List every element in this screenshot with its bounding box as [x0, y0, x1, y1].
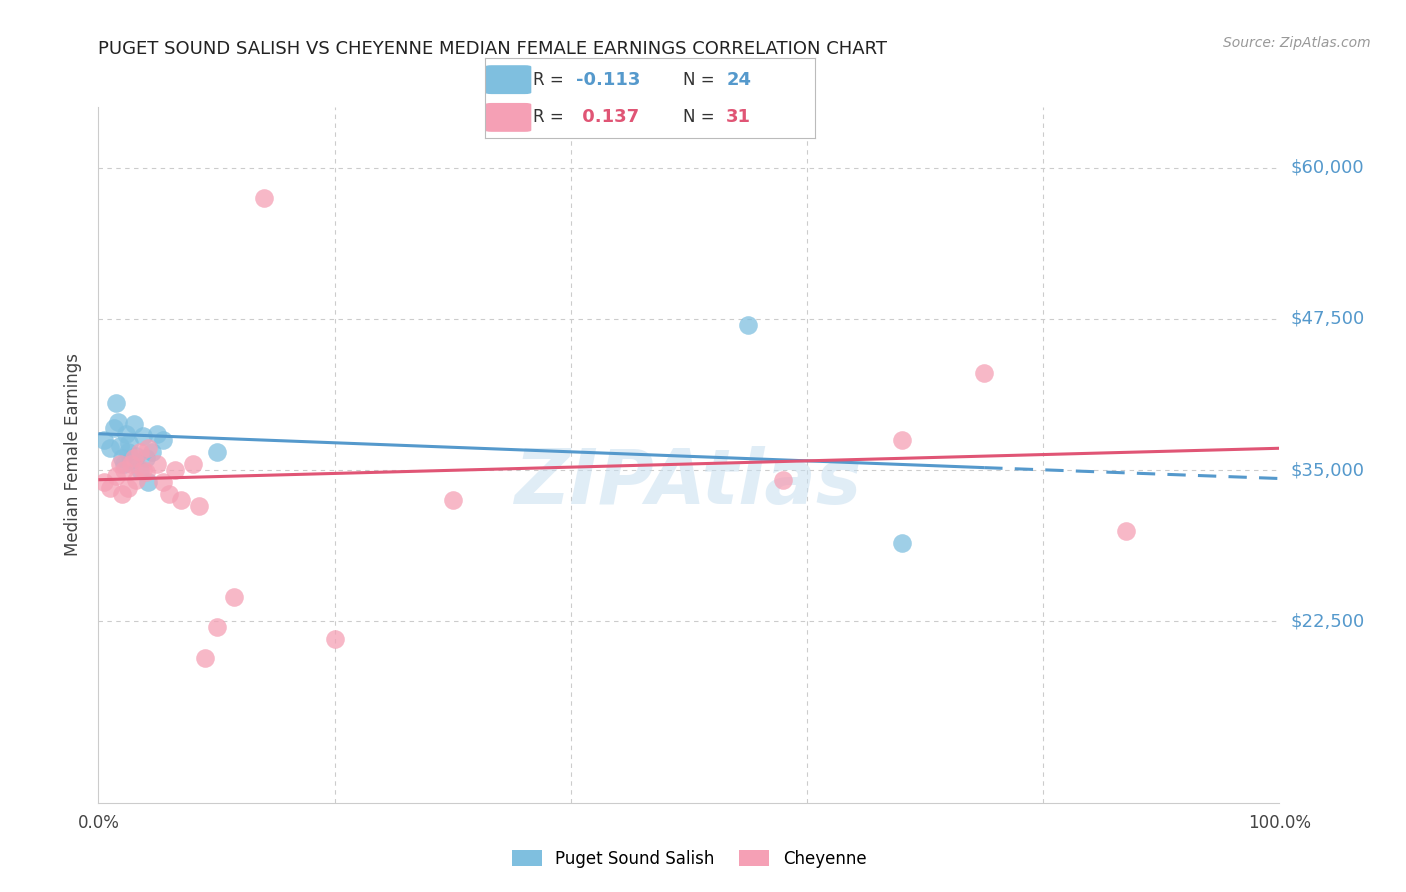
- Text: $22,500: $22,500: [1291, 612, 1365, 631]
- Text: Source: ZipAtlas.com: Source: ZipAtlas.com: [1223, 36, 1371, 50]
- Text: 24: 24: [727, 70, 751, 88]
- Point: [103, 420, 125, 434]
- Point: [128, 463, 150, 477]
- Point: [128, 445, 150, 459]
- Point: [194, 650, 217, 665]
- Text: 0.137: 0.137: [576, 109, 640, 127]
- Point: [121, 453, 143, 467]
- Point: [737, 318, 759, 332]
- Point: [152, 433, 174, 447]
- Point: [205, 620, 228, 634]
- Point: [93, 433, 115, 447]
- Point: [890, 433, 912, 447]
- Point: [125, 473, 148, 487]
- Text: -0.113: -0.113: [576, 70, 640, 88]
- Point: [117, 481, 139, 495]
- Text: R =: R =: [533, 70, 569, 88]
- Point: [772, 473, 794, 487]
- Point: [112, 463, 135, 477]
- Text: $35,000: $35,000: [1291, 461, 1365, 479]
- Point: [253, 191, 276, 205]
- Point: [146, 426, 169, 441]
- Point: [146, 457, 169, 471]
- Point: [157, 487, 180, 501]
- Point: [117, 445, 139, 459]
- Point: [224, 590, 246, 604]
- Point: [132, 463, 155, 477]
- Point: [111, 487, 134, 501]
- Point: [112, 457, 135, 471]
- Point: [973, 366, 995, 380]
- Point: [165, 463, 187, 477]
- Point: [114, 426, 136, 441]
- Point: [105, 396, 128, 410]
- Text: 31: 31: [727, 109, 751, 127]
- Point: [141, 445, 163, 459]
- FancyBboxPatch shape: [485, 65, 531, 95]
- Point: [108, 457, 131, 471]
- Point: [1115, 524, 1137, 538]
- Point: [441, 493, 464, 508]
- Point: [170, 493, 193, 508]
- Text: PUGET SOUND SALISH VS CHEYENNE MEDIAN FEMALE EARNINGS CORRELATION CHART: PUGET SOUND SALISH VS CHEYENNE MEDIAN FE…: [98, 40, 887, 58]
- Point: [98, 442, 121, 456]
- Point: [121, 457, 143, 471]
- Point: [152, 475, 174, 490]
- Point: [125, 449, 148, 463]
- Point: [132, 429, 155, 443]
- Text: R =: R =: [533, 109, 569, 127]
- Legend: Puget Sound Salish, Cheyenne: Puget Sound Salish, Cheyenne: [505, 844, 873, 875]
- Point: [118, 436, 141, 450]
- Text: ZIPAtlas: ZIPAtlas: [515, 446, 863, 520]
- Point: [93, 475, 115, 490]
- FancyBboxPatch shape: [485, 103, 531, 132]
- Point: [105, 469, 128, 483]
- Point: [181, 457, 204, 471]
- Y-axis label: Median Female Earnings: Median Female Earnings: [65, 353, 83, 557]
- Point: [890, 535, 912, 549]
- Point: [136, 442, 159, 456]
- Text: N =: N =: [683, 109, 720, 127]
- Point: [107, 415, 129, 429]
- Text: $47,500: $47,500: [1291, 310, 1365, 327]
- Point: [122, 417, 145, 431]
- Point: [136, 475, 159, 490]
- Point: [135, 466, 157, 480]
- Point: [98, 481, 121, 495]
- Point: [111, 450, 134, 465]
- Point: [187, 500, 209, 514]
- Text: $60,000: $60,000: [1291, 159, 1364, 177]
- Point: [108, 439, 131, 453]
- Point: [205, 445, 228, 459]
- Text: N =: N =: [683, 70, 720, 88]
- Point: [122, 450, 145, 465]
- Point: [135, 450, 157, 465]
- Point: [323, 632, 346, 647]
